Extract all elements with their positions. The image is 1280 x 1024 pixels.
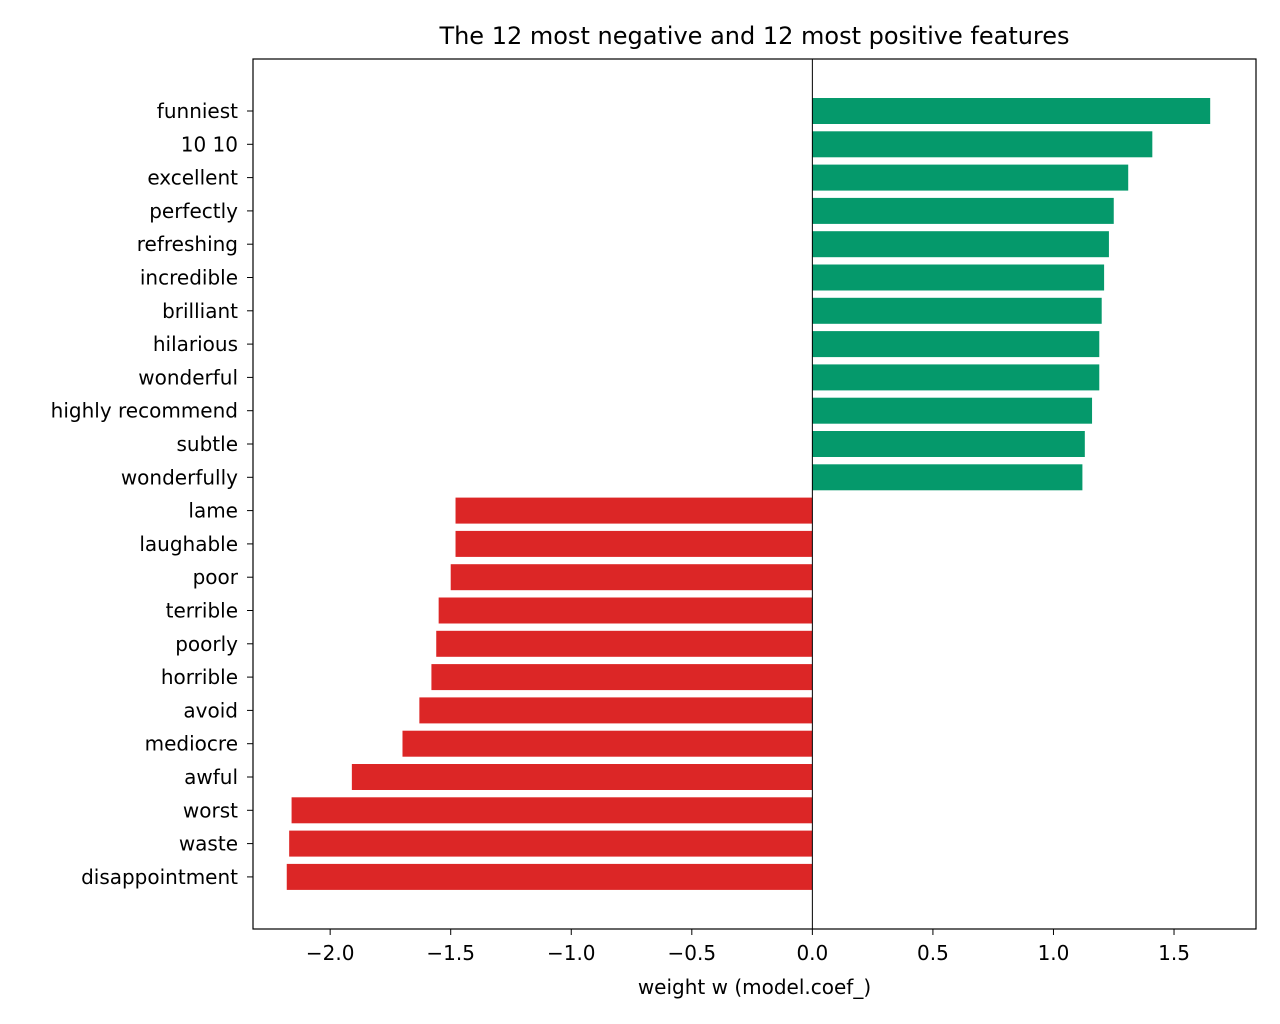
bar-wonderfully: [812, 464, 1083, 491]
chart-title: The 12 most negative and 12 most positiv…: [438, 22, 1069, 50]
bar-waste: [289, 830, 813, 857]
x-tick-label: 1.0: [1038, 941, 1070, 965]
y-tick-label: horrible: [161, 665, 238, 689]
y-tick-label: 10 10: [181, 132, 238, 156]
bar-awful: [351, 764, 813, 790]
bar-poor: [450, 564, 813, 591]
bar-excellent: [812, 164, 1129, 191]
y-tick-label: laughable: [139, 532, 238, 556]
bar-lame: [455, 497, 813, 524]
y-tick-label: excellent: [147, 166, 238, 190]
bars-group: [286, 98, 1211, 890]
y-tick-label: waste: [179, 832, 238, 856]
y-tick-label: perfectly: [149, 199, 238, 223]
bar-disappointment: [286, 863, 813, 890]
x-tick-label: −1.5: [426, 941, 475, 965]
bar-terrible: [438, 597, 813, 624]
x-tick-label: −0.5: [668, 941, 717, 965]
x-tick-label: −1.0: [547, 941, 596, 965]
bar-incredible: [812, 264, 1105, 291]
y-tick-label: highly recommend: [51, 399, 238, 423]
y-tick-label: refreshing: [137, 232, 238, 256]
y-tick-label: wonderfully: [121, 465, 238, 489]
y-tick-label: wonderful: [138, 365, 238, 389]
bar-laughable: [455, 530, 813, 557]
x-axis-label: weight w (model.coef_): [638, 975, 871, 999]
y-axis-ticks: funniest 10 10 excellent perfectly refreshin…: [51, 99, 253, 889]
x-tick-label: 0.0: [796, 941, 828, 965]
y-tick-label: awful: [184, 765, 238, 789]
x-axis-ticks: −2.0 −1.5 −1.0 −0.5 0.0 0.5 1.0 1.5: [306, 929, 1190, 965]
bar-worst: [291, 797, 813, 824]
bar-hilarious: [812, 331, 1100, 358]
bar-brilliant: [812, 297, 1102, 324]
y-tick-label: terrible: [166, 599, 238, 623]
x-tick-label: 0.5: [917, 941, 949, 965]
y-tick-label: hilarious: [153, 332, 238, 356]
bar-refreshing: [812, 231, 1109, 258]
y-tick-label: avoid: [183, 698, 238, 722]
bar-horrible: [431, 664, 813, 691]
bar-avoid: [419, 697, 813, 724]
y-tick-label: brilliant: [162, 299, 238, 323]
bar-funniest: [812, 98, 1211, 124]
bar-10-10: [812, 131, 1153, 158]
y-tick-label: disappointment: [81, 865, 238, 889]
y-tick-label: lame: [188, 499, 238, 523]
y-tick-label: poorly: [175, 632, 238, 656]
y-tick-label: mediocre: [145, 732, 238, 756]
bar-perfectly: [812, 197, 1114, 224]
y-tick-label: subtle: [177, 432, 239, 456]
x-tick-label: 1.5: [1158, 941, 1190, 965]
y-tick-label: worst: [183, 798, 238, 822]
y-tick-label: incredible: [140, 266, 238, 290]
plot-frame: [252, 58, 1257, 930]
x-tick-label: −2.0: [306, 941, 355, 965]
y-tick-label: funniest: [157, 99, 238, 123]
bar-mediocre: [402, 730, 813, 757]
bar-highly-recommend: [812, 397, 1093, 424]
bar-subtle: [812, 431, 1085, 457]
y-tick-label: poor: [193, 565, 239, 589]
bar-poorly: [436, 630, 813, 657]
bar-wonderful: [812, 364, 1100, 391]
